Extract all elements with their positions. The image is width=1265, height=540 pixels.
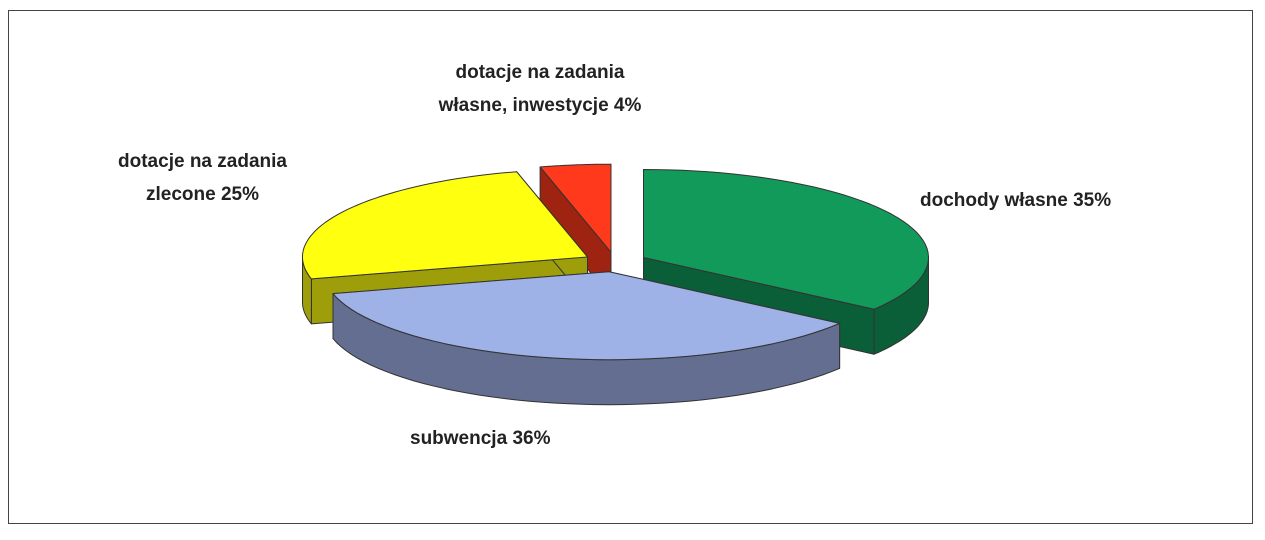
slice-top bbox=[643, 169, 929, 310]
chart-frame bbox=[8, 10, 1253, 524]
value-label: 25% bbox=[220, 184, 259, 205]
category-label: subwencja bbox=[410, 428, 508, 449]
category-label: dotacje na zadania zlecone bbox=[118, 151, 287, 205]
slice-top bbox=[539, 163, 612, 253]
slice-label: dotacje na zadania zlecone 25% bbox=[100, 145, 305, 211]
slice-label: dotacje na zadania własne, inwestycje 4% bbox=[420, 56, 660, 122]
slice-label: dochody własne 35% bbox=[920, 184, 1220, 217]
slice-top bbox=[332, 271, 841, 361]
slice-top bbox=[302, 171, 588, 280]
category-label: dochody własne bbox=[920, 190, 1068, 211]
value-label: 35% bbox=[1073, 190, 1112, 211]
slice-label: subwencja 36% bbox=[410, 422, 710, 455]
value-label: 36% bbox=[512, 428, 551, 449]
value-label: 4% bbox=[613, 95, 642, 116]
category-label: dotacje na zadania własne, inwestycje bbox=[438, 62, 625, 116]
